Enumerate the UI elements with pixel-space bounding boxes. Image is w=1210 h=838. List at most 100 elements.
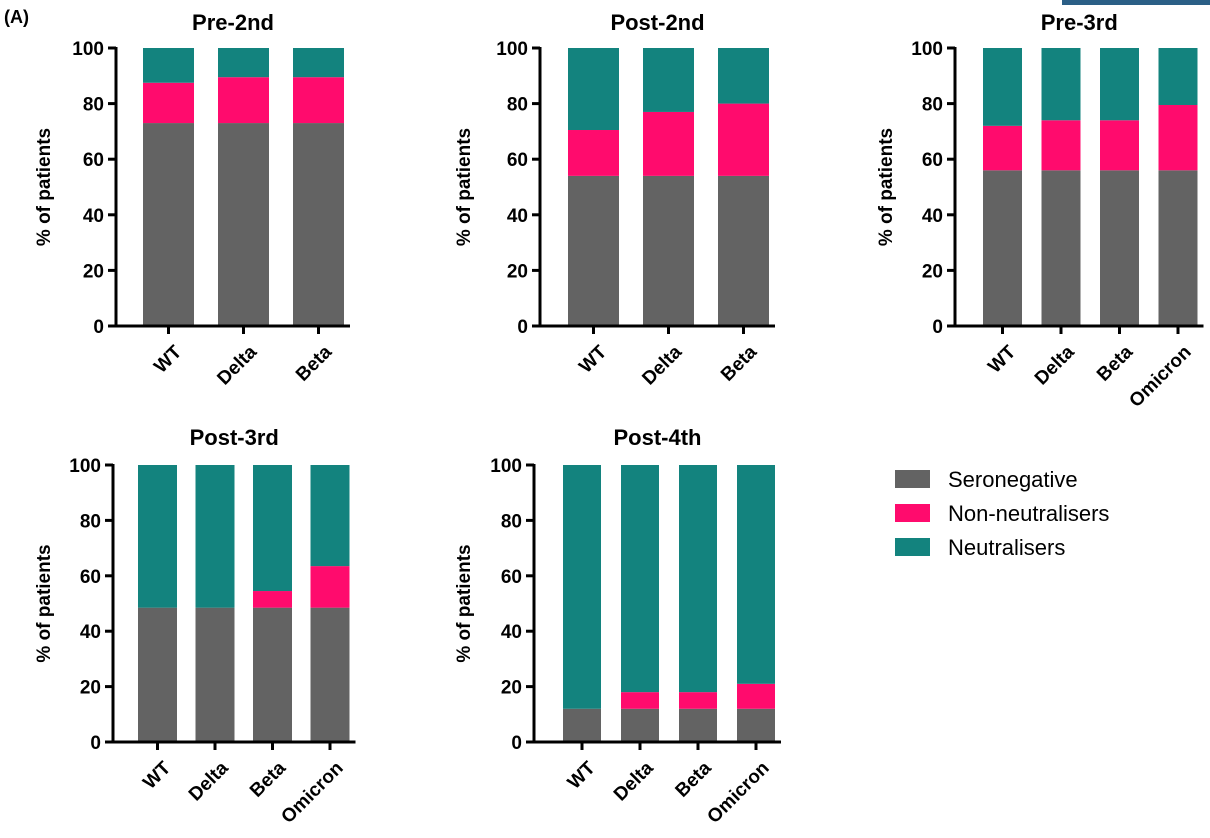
y-tick-label: 100 xyxy=(490,456,522,477)
bar-non-neutralisers-beta xyxy=(679,692,717,709)
bar-neutralisers-wt xyxy=(143,48,194,83)
bar-neutralisers-delta xyxy=(195,465,235,608)
y-tick-label: 100 xyxy=(911,39,943,60)
x-tick-label-delta: Delta xyxy=(610,757,658,805)
panel-pre-2nd: Pre-2nd % of patients 0 20 40 60 80 100 WT Delta B… xyxy=(34,10,350,389)
bar-seronegative-beta xyxy=(1100,170,1139,326)
bar-neutralisers-wt xyxy=(983,48,1022,126)
bar-seronegative-wt xyxy=(983,170,1022,326)
bar-neutralisers-beta xyxy=(293,48,344,78)
x-tick-label-delta: Delta xyxy=(185,757,233,805)
y-tick-label: 80 xyxy=(922,95,943,116)
x-tick-label-wt: WT xyxy=(984,341,1020,377)
bar-neutralisers-wt xyxy=(563,465,601,709)
y-tick-label: 60 xyxy=(507,150,528,171)
x-tick-label-beta: Beta xyxy=(672,757,716,801)
x-tick-label-beta: Beta xyxy=(717,341,761,385)
corner-accent-bar xyxy=(1062,0,1210,5)
bar-seronegative-delta xyxy=(643,175,694,326)
bar-neutralisers-omicron xyxy=(310,465,350,567)
y-tick-label: 20 xyxy=(80,678,101,699)
bar-neutralisers-wt xyxy=(568,48,619,131)
x-tick-label-beta: Beta xyxy=(1093,341,1137,385)
y-tick-label: 60 xyxy=(80,567,101,588)
bar-neutralisers-wt xyxy=(138,465,177,608)
bar-non-neutralisers-beta xyxy=(718,103,769,176)
chart-title: Post-3rd xyxy=(190,425,279,450)
legend-swatch-non-neutralisers xyxy=(895,504,930,522)
panel-post-2nd: Post-2nd % of patients 0 20 40 60 80 100 WT Delta… xyxy=(454,10,775,389)
y-tick-label: 20 xyxy=(83,261,104,282)
x-tick-label-omicron: Omicron xyxy=(703,758,773,828)
bar-seronegative-beta xyxy=(253,607,292,742)
bar-neutralisers-delta xyxy=(621,465,659,693)
y-tick-label: 60 xyxy=(501,567,522,588)
y-axis-label: % of patients xyxy=(876,128,897,246)
bar-non-neutralisers-omicron xyxy=(737,683,775,709)
bar-non-neutralisers-wt xyxy=(568,130,619,176)
x-tick-label-wt: WT xyxy=(150,341,186,377)
bar-seronegative-omicron xyxy=(737,708,775,742)
x-tick-label-beta: Beta xyxy=(246,757,290,801)
bar-seronegative-delta xyxy=(621,708,659,742)
bar-non-neutralisers-delta xyxy=(1041,120,1081,171)
y-axis-label: % of patients xyxy=(34,128,55,246)
chart-title: Pre-3rd xyxy=(1041,10,1118,35)
bar-non-neutralisers-delta xyxy=(218,77,269,124)
y-tick-label: 0 xyxy=(93,317,104,338)
y-tick-label: 0 xyxy=(517,317,528,338)
y-tick-label: 100 xyxy=(496,39,528,60)
legend-swatch-neutralisers xyxy=(895,538,930,556)
y-tick-label: 40 xyxy=(501,622,522,643)
y-tick-label: 40 xyxy=(507,206,528,227)
bar-non-neutralisers-beta xyxy=(293,77,344,124)
bar-neutralisers-beta xyxy=(718,48,769,104)
y-tick-label: 20 xyxy=(922,261,943,282)
bar-seronegative-beta xyxy=(679,708,717,742)
bar-seronegative-delta xyxy=(1041,170,1081,326)
bar-neutralisers-beta xyxy=(1100,48,1139,121)
bar-seronegative-omicron xyxy=(310,607,350,742)
y-tick-label: 60 xyxy=(922,150,943,171)
x-tick-label-omicron: Omicron xyxy=(277,758,347,828)
bar-seronegative-omicron xyxy=(1158,170,1198,326)
bar-seronegative-wt xyxy=(568,175,619,326)
chart-title: Pre-2nd xyxy=(192,10,274,35)
bar-non-neutralisers-beta xyxy=(1100,120,1139,171)
y-tick-label: 40 xyxy=(80,622,101,643)
x-tick-label-delta: Delta xyxy=(1031,341,1079,389)
x-tick-label-wt: WT xyxy=(564,757,600,793)
bar-seronegative-delta xyxy=(195,607,235,742)
bar-neutralisers-delta xyxy=(1041,48,1081,121)
bar-seronegative-beta xyxy=(718,175,769,326)
chart-title: Post-4th xyxy=(614,425,702,450)
x-tick-label-wt: WT xyxy=(575,341,611,377)
y-tick-label: 40 xyxy=(83,206,104,227)
y-tick-label: 80 xyxy=(83,95,104,116)
chart-panels: Pre-2nd % of patients 0 20 40 60 80 100 WT Delta B… xyxy=(34,10,1204,828)
bar-neutralisers-omicron xyxy=(1158,48,1198,105)
legend-label-neutralisers: Neutralisers xyxy=(948,535,1065,560)
y-axis-label: % of patients xyxy=(454,128,475,246)
legend-label-non-neutralisers: Non-neutralisers xyxy=(948,501,1109,526)
panel-label: (A) xyxy=(4,7,29,27)
y-tick-label: 40 xyxy=(922,206,943,227)
legend: Seronegative Non-neutralisers Neutralisers xyxy=(895,467,1109,560)
bar-non-neutralisers-omicron xyxy=(310,566,350,608)
y-tick-label: 0 xyxy=(511,733,522,754)
y-axis-label: % of patients xyxy=(454,544,475,662)
bar-non-neutralisers-beta xyxy=(253,591,292,608)
y-tick-label: 0 xyxy=(90,733,101,754)
bar-neutralisers-delta xyxy=(218,48,269,78)
bar-neutralisers-delta xyxy=(643,48,694,112)
y-tick-label: 100 xyxy=(69,456,101,477)
panel-pre-3rd: Pre-3rd % of patients 0 20 40 60 80 100 WT Delta B… xyxy=(876,10,1204,412)
y-tick-label: 20 xyxy=(501,678,522,699)
bar-non-neutralisers-wt xyxy=(983,125,1022,171)
bar-seronegative-wt xyxy=(138,607,177,742)
x-tick-label-delta: Delta xyxy=(213,341,261,389)
y-axis-label: % of patients xyxy=(34,544,55,662)
chart-title: Post-2nd xyxy=(610,10,704,35)
bar-neutralisers-beta xyxy=(679,465,717,693)
